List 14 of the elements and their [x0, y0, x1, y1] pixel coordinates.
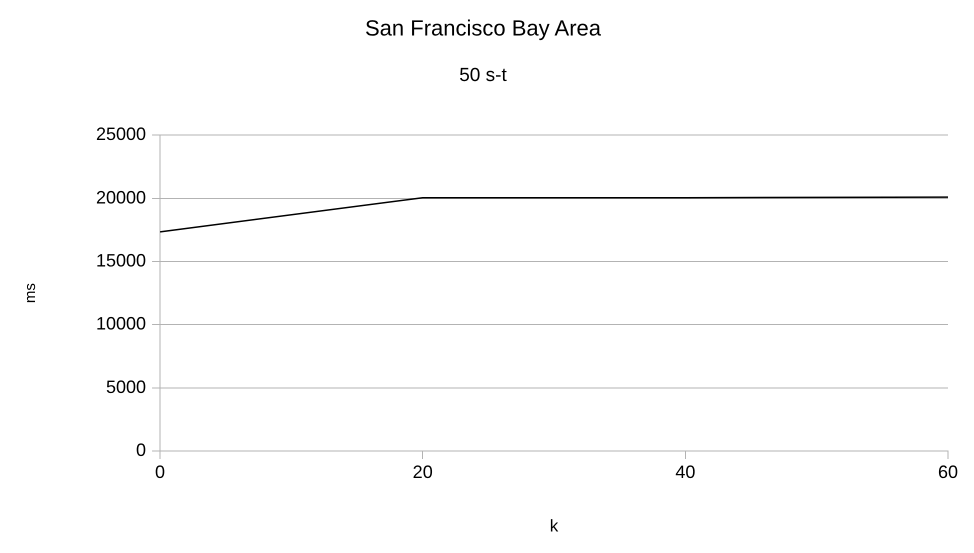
chart-subtitle: 50 s-t	[459, 65, 508, 86]
y-tick-label: 20000	[96, 187, 146, 208]
y-tick-label: 15000	[96, 250, 146, 270]
y-tick-label: 0	[136, 440, 146, 460]
y-tick-label: 25000	[96, 124, 146, 144]
x-tick-label: 40	[675, 462, 696, 482]
x-tick-label: 60	[938, 462, 958, 482]
chart-title: San Francisco Bay Area	[364, 15, 602, 40]
y-axis-title: ms	[22, 283, 40, 304]
x-tick-label: 0	[155, 462, 166, 482]
x-axis-title: k	[550, 516, 559, 536]
y-tick-label: 10000	[96, 314, 146, 334]
y-tick-label: 5000	[106, 376, 146, 397]
x-tick-label: 20	[412, 462, 433, 482]
